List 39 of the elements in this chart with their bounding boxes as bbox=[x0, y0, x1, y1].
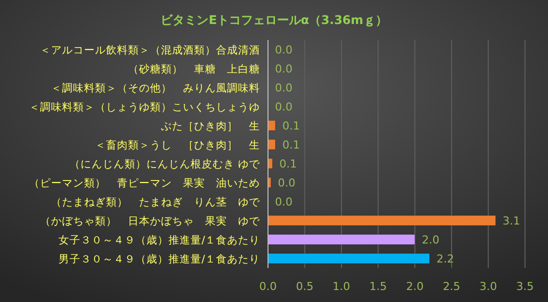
x-tick-label: 0.0 bbox=[259, 280, 277, 293]
y-tick-label: 女子３０～４９（歳）推進量/１食あたり bbox=[58, 234, 260, 246]
y-tick-label: 男子３０～４９（歳）推進量/１食あたり bbox=[58, 252, 260, 266]
data-label: 0.0 bbox=[275, 82, 292, 94]
bar bbox=[268, 253, 430, 264]
y-tick-label: ＜畜肉類＞うし ［ひき肉］ 生 bbox=[95, 138, 260, 152]
x-tick-label: 2.0 bbox=[406, 280, 424, 293]
x-tick-label: 1.0 bbox=[332, 280, 350, 293]
y-tick-label: （にんじん類）にんじん根皮むき ゆで bbox=[70, 158, 261, 170]
data-label: 0.0 bbox=[275, 196, 292, 208]
data-label: 0.1 bbox=[279, 158, 297, 170]
data-label: 2.2 bbox=[436, 252, 454, 266]
x-tick-label: 0.5 bbox=[296, 280, 314, 293]
data-label: 2.0 bbox=[422, 234, 440, 246]
data-label: 0.0 bbox=[275, 62, 292, 76]
chart-title: ビタミンEトコフェロールα（3.36mｇ） bbox=[160, 13, 388, 27]
bar bbox=[268, 177, 272, 188]
y-tick-label: （ピーマン類） 青ピーマン 果実 油いため bbox=[29, 176, 260, 190]
y-tick-label: （かぼちゃ類） 日本かぼちゃ 果実 ゆで bbox=[40, 214, 261, 228]
x-tick-label: 3.0 bbox=[480, 280, 498, 293]
bar bbox=[268, 234, 416, 245]
data-label: 0.0 bbox=[275, 100, 292, 114]
x-tick-label: 1.5 bbox=[369, 280, 387, 293]
x-tick-label: 2.5 bbox=[442, 280, 460, 293]
data-label: 0.0 bbox=[278, 176, 296, 190]
y-tick-label: （たまねぎ類） たまねぎ りん茎 ゆで bbox=[51, 196, 261, 208]
bar bbox=[268, 215, 496, 226]
data-label: 0.1 bbox=[282, 120, 300, 132]
x-tick-label: 3.5 bbox=[516, 280, 534, 293]
y-tick-label: ＜調味料類＞（しょうゆ類）こいくちしょうゆ bbox=[29, 100, 260, 114]
y-tick-label: ＜アルコール飲料類＞（混成酒類）合成清酒 bbox=[40, 44, 260, 56]
y-tick-label: ＜調味料類＞（その他） みりん風調味料 bbox=[51, 82, 260, 94]
y-tick-label: ぶた［ひき肉］ 生 bbox=[161, 120, 260, 132]
bar bbox=[268, 139, 276, 150]
data-label: 0.1 bbox=[282, 138, 300, 152]
y-tick-label: （砂糖類） 車糖 上白糖 bbox=[128, 62, 260, 76]
data-label: 3.1 bbox=[502, 214, 520, 228]
bar bbox=[268, 120, 276, 131]
data-label: 0.0 bbox=[275, 44, 292, 56]
